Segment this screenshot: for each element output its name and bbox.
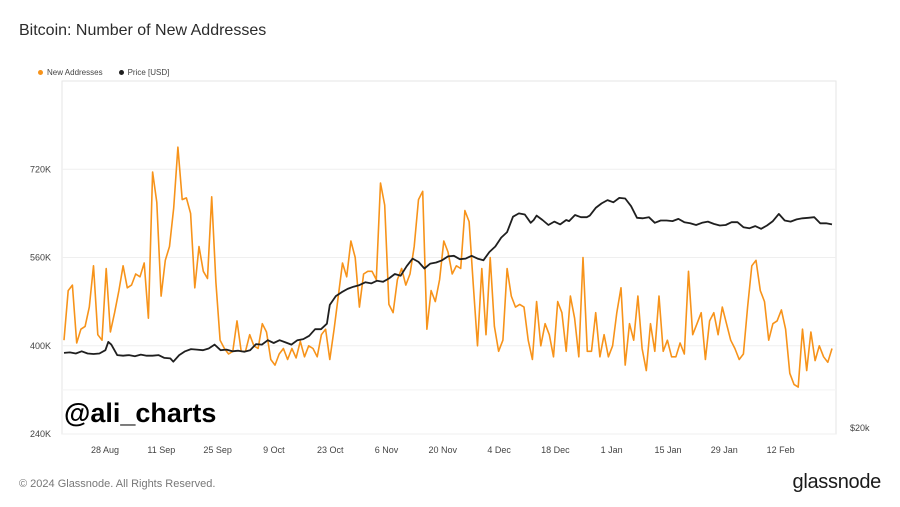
legend-item-price[interactable]: Price [USD] <box>118 68 170 77</box>
x-tick-label: 28 Aug <box>91 445 119 455</box>
legend-item-new-addresses[interactable]: New Addresses <box>38 68 103 77</box>
y-tick-label: 240K <box>30 429 51 439</box>
x-tick-label: 4 Dec <box>487 445 511 455</box>
x-tick-label: 15 Jan <box>654 445 681 455</box>
x-tick-label: 6 Nov <box>375 445 399 455</box>
x-axis-ticks: 28 Aug 11 Sep 25 Sep 9 Oct 23 Oct 6 Nov 20 Nov… <box>91 445 795 455</box>
x-tick-label: 23 Oct <box>317 445 344 455</box>
legend-label-price: Price [USD] <box>127 68 170 77</box>
y-tick-label: 400K <box>30 341 51 351</box>
watermark: @ali_charts <box>64 398 217 428</box>
series-layer <box>63 146 833 388</box>
x-tick-label: 25 Sep <box>203 445 232 455</box>
chart-title: Bitcoin: Number of New Addresses <box>19 22 267 39</box>
x-tick-label: 12 Feb <box>767 445 795 455</box>
series-line-new-addresses <box>63 146 833 388</box>
copyright-footer: © 2024 Glassnode. All Rights Reserved. <box>19 478 216 490</box>
legend-dot-new-addresses <box>38 70 43 75</box>
x-tick-label: 18 Dec <box>541 445 570 455</box>
legend-dot-price <box>118 70 124 75</box>
x-tick-label: 29 Jan <box>711 445 738 455</box>
right-axis-tick: $20k <box>850 423 870 433</box>
legend-label-new-addresses: New Addresses <box>47 68 103 77</box>
x-tick-label: 1 Jan <box>601 445 623 455</box>
series-line-price <box>63 196 833 363</box>
y-tick-label: 720K <box>30 164 51 174</box>
x-tick-label: 20 Nov <box>429 445 458 455</box>
x-tick-label: 11 Sep <box>147 445 175 455</box>
x-tick-label: 9 Oct <box>263 445 285 455</box>
y-axis-ticks: 720K 560K 400K 240K <box>30 164 51 439</box>
legend: New Addresses Price [USD] <box>38 68 169 77</box>
glassnode-logo[interactable]: glassnode <box>792 471 882 493</box>
y-tick-label: 560K <box>30 253 51 263</box>
